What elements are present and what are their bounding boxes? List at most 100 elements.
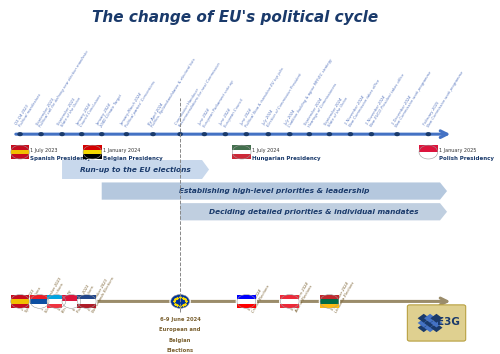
Text: Luxembourg
Elections: Luxembourg Elections [58,289,76,313]
Polygon shape [430,323,442,332]
Bar [232,154,251,159]
Circle shape [394,132,400,136]
Text: Hungarian Presidency: Hungarian Presidency [252,155,320,161]
Text: European and: European and [160,327,201,332]
Bar [320,295,339,299]
Text: Run-up to the EU elections: Run-up to the EU elections [80,166,191,172]
Circle shape [178,132,183,136]
Text: By April 2024
Politics, Spitzenkandidaten & electoral lists: By April 2024 Politics, Spitzenkandidate… [147,55,197,128]
Text: Deciding detailed priorities & individual mandates: Deciding detailed priorities & individua… [209,209,418,215]
Text: Commission Handover
Recommendations for next Commission: Commission Handover Recommendations for … [174,60,221,128]
Text: January 2024
Council Conclusions: January 2024 Council Conclusions [76,92,103,128]
Text: Elections: Elections [166,348,194,353]
Bar [10,150,29,154]
Circle shape [170,293,191,309]
Bar [83,150,102,154]
Text: E3G: E3G [437,317,460,327]
FancyArrow shape [62,160,209,179]
Circle shape [266,132,271,136]
Bar [419,152,438,159]
Circle shape [60,293,82,309]
Text: Belgian Presidency: Belgian Presidency [102,155,162,161]
Bar [237,304,256,308]
Text: 1 July 2024: 1 July 2024 [252,148,280,153]
Circle shape [82,144,103,160]
Polygon shape [430,314,442,323]
FancyArrow shape [180,203,447,221]
Text: July 2024
Election of Commission President: July 2024 Election of Commission Preside… [262,70,303,128]
Text: 8 October 2023
Poland Elections: 8 October 2023 Poland Elections [72,282,95,313]
Circle shape [222,132,228,136]
Text: June 2024
European Council: June 2024 European Council [220,96,244,128]
Bar [62,295,80,301]
Text: 1 January 2025: 1 January 2025 [438,148,476,153]
Text: 1 November 2024
New EUCO President takes office: 1 November 2024 New EUCO President takes… [366,71,406,128]
Text: January-March 2024
Political parties' Conventions: January-March 2024 Political parties' Co… [120,78,156,128]
Bar [47,299,66,304]
Bar [47,304,66,308]
Text: February 2025
New Commission work programme: February 2025 New Commission work progra… [422,68,465,128]
Circle shape [287,132,292,136]
Circle shape [150,132,156,136]
Bar [30,295,49,299]
Text: Establishing high-level priorities & leadership: Establishing high-level priorities & lea… [179,188,370,194]
Bar [280,295,299,299]
Bar [10,304,29,308]
Text: June 2024
Political Stoa & transition EU top jobs: June 2024 Political Stoa & transition EU… [240,64,284,128]
Polygon shape [418,323,430,332]
Circle shape [99,132,104,136]
Text: January 2024
2040 Climate Target: January 2024 2040 Climate Target [96,91,124,128]
Text: July 2024
Coalition building & agree MFF/EC strategy: July 2024 Coalition building & agree MFF… [284,55,334,128]
Text: 1 January 2024: 1 January 2024 [102,148,140,153]
Text: By July 2024
Croatia Elections: By July 2024 Croatia Elections [248,282,270,313]
Polygon shape [424,319,436,327]
Bar [237,295,256,299]
Bar [83,154,102,159]
Circle shape [231,144,252,160]
Circle shape [29,293,50,309]
Text: 1 July 2023: 1 July 2023 [30,148,58,153]
Circle shape [244,132,249,136]
Circle shape [202,132,207,136]
Text: September 2023
Political call for defining new election manifesto: September 2023 Political call for defini… [35,47,90,128]
FancyArrow shape [102,182,447,200]
Circle shape [60,132,65,136]
Text: June 2024
European Parliament vote-up: June 2024 European Parliament vote-up [198,77,234,128]
Circle shape [326,132,332,136]
Circle shape [10,144,31,160]
Circle shape [124,132,129,136]
Bar [10,145,29,150]
Bar [30,299,49,304]
Bar [232,145,251,150]
Polygon shape [430,319,442,327]
Text: September 2024
State of the Union: September 2024 State of the Union [324,95,349,128]
Circle shape [76,293,98,309]
Circle shape [79,132,84,136]
Bar [30,304,49,308]
Text: Belgian: Belgian [169,338,192,343]
Bar [419,145,438,152]
Circle shape [18,132,23,136]
Polygon shape [418,314,430,323]
Circle shape [368,132,374,136]
Bar [78,299,96,304]
Bar [78,304,96,308]
Text: 30 September 2023
Slovakia Elections: 30 September 2023 Slovakia Elections [40,277,66,313]
Text: The change of EU's political cycle: The change of EU's political cycle [92,10,378,25]
Text: 6-9 June 2024: 6-9 June 2024 [160,317,200,322]
Circle shape [46,293,67,309]
Text: Spanish Presidency: Spanish Presidency [30,155,91,161]
Circle shape [279,293,300,309]
Text: By Autumn 2024
Austria Elections: By Autumn 2024 Austria Elections [290,281,314,313]
Circle shape [38,132,44,136]
Bar [320,299,339,304]
Circle shape [10,293,31,309]
Bar [62,301,80,308]
Bar [83,145,102,150]
Text: 1 December 2024
New Commission work programme: 1 December 2024 New Commission work prog… [391,68,433,128]
Bar [10,154,29,159]
Bar [10,299,29,304]
Polygon shape [418,319,430,327]
Polygon shape [424,323,436,332]
Polygon shape [424,314,436,323]
